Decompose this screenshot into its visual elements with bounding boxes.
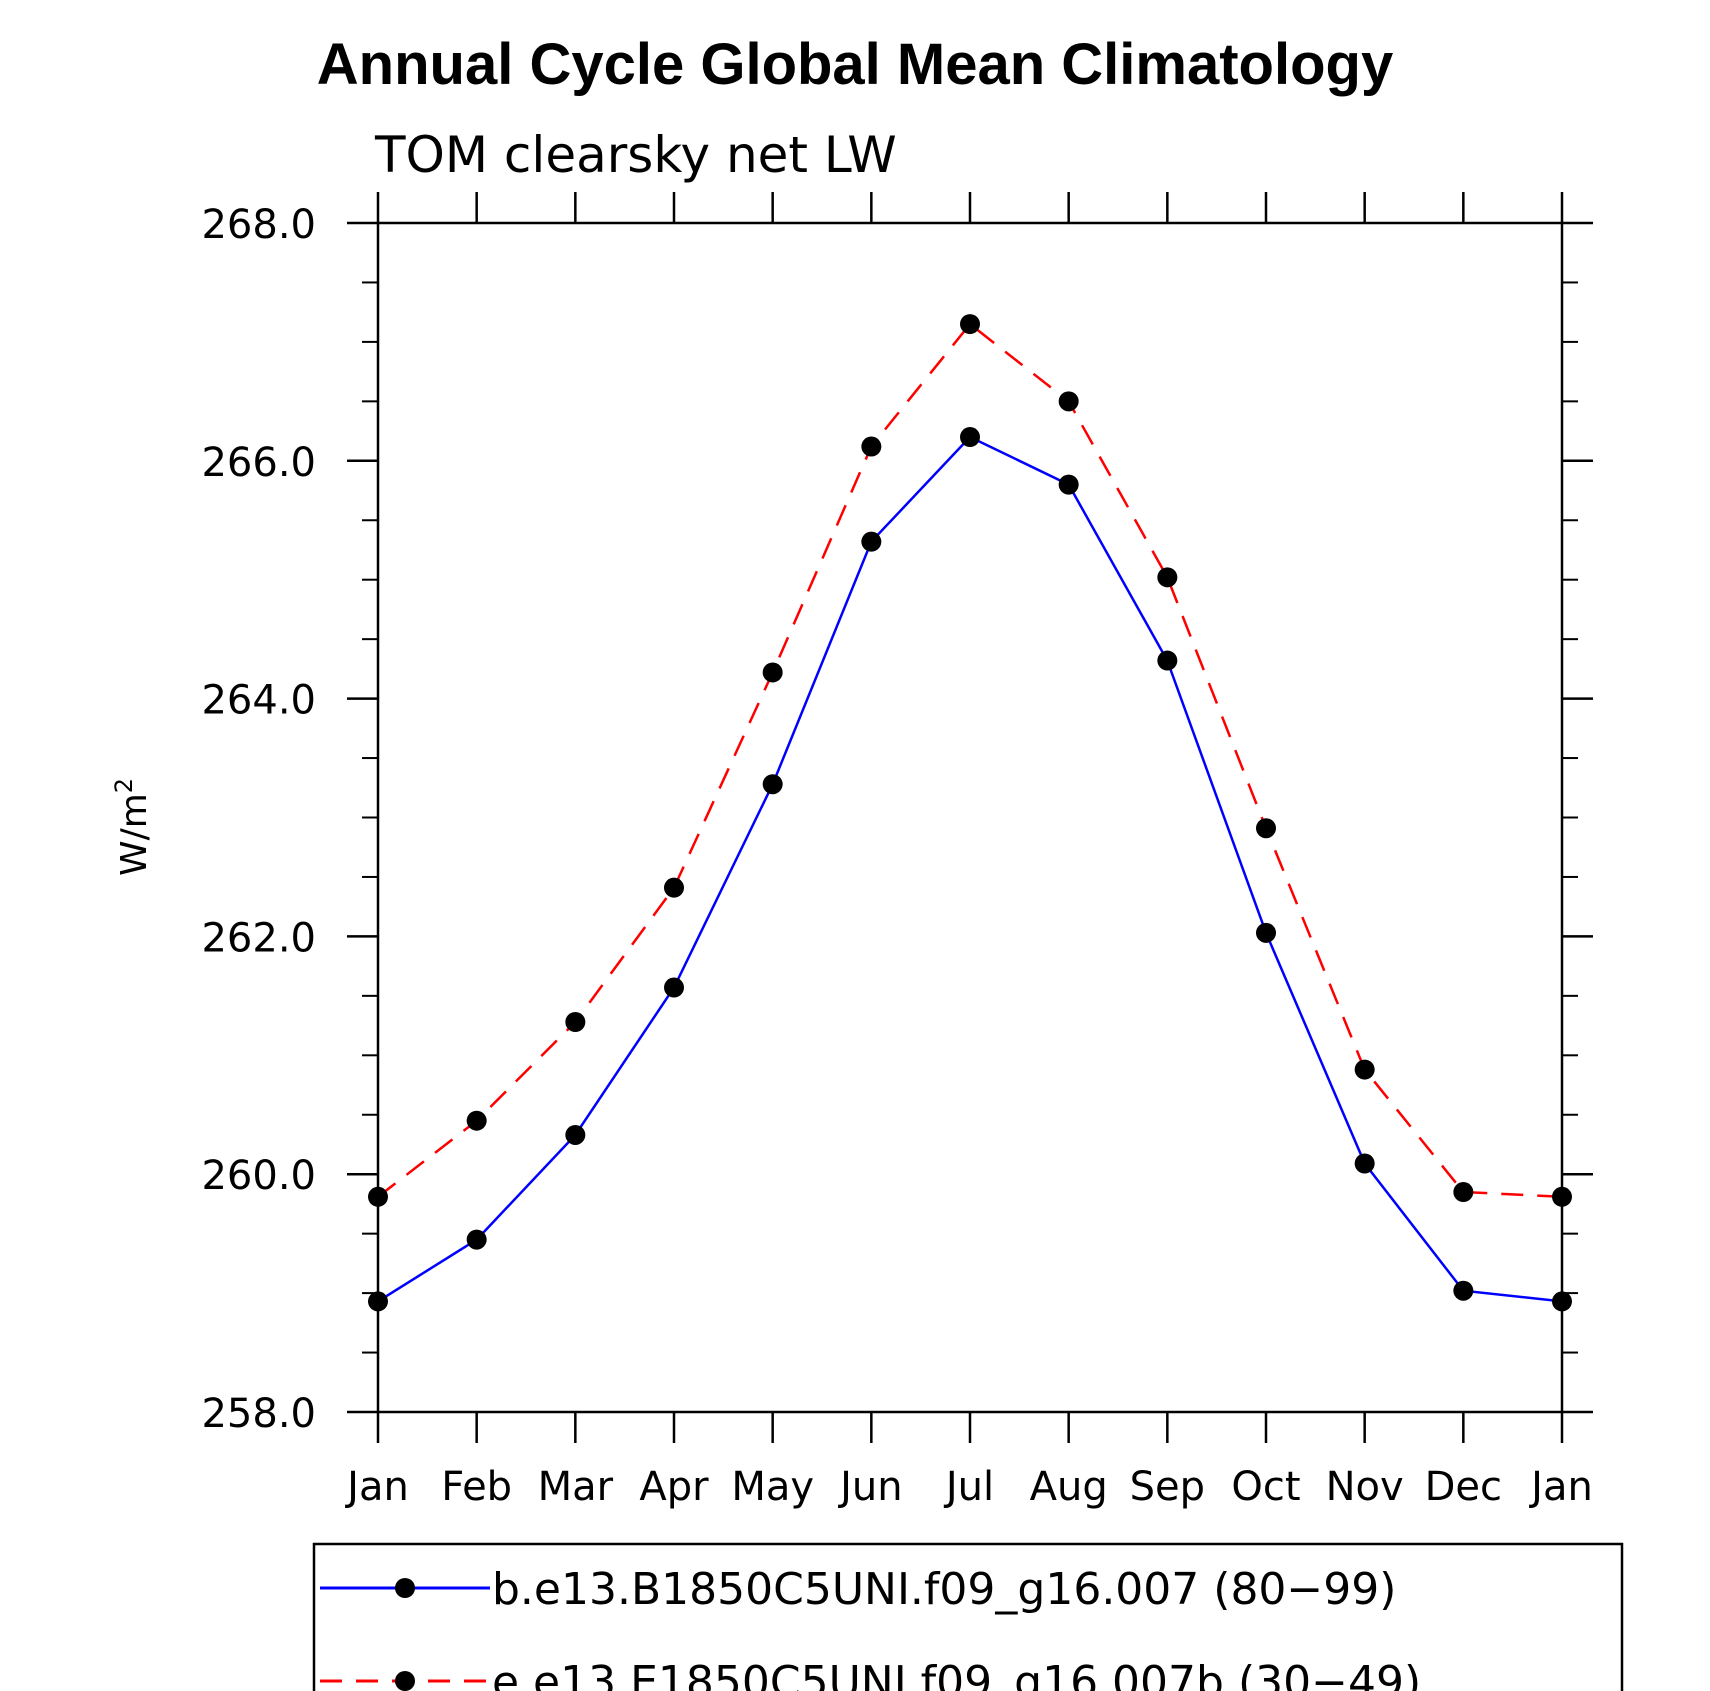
x-tick-label: Sep xyxy=(1130,1464,1205,1510)
y-tick-label: 258.0 xyxy=(201,1391,316,1437)
series-2-point xyxy=(1058,391,1079,412)
x-tick-label: Aug xyxy=(1030,1464,1108,1510)
series-2-point xyxy=(565,1012,586,1033)
series-2-point xyxy=(466,1110,487,1131)
legend-label-series-1: b.e13.B1850C5UNI.f09_g16.007 (80−99) xyxy=(492,1564,1396,1615)
x-tick-label: Oct xyxy=(1231,1464,1300,1510)
x-tick-label: Apr xyxy=(639,1464,709,1510)
y-tick-label: 260.0 xyxy=(201,1153,316,1199)
svg-text:W/m2: W/m2 xyxy=(110,778,155,876)
series-line-1 xyxy=(377,435,1563,1303)
y-tick-label: 268.0 xyxy=(201,202,316,248)
series-1-point xyxy=(1453,1280,1474,1301)
x-tick-label: May xyxy=(731,1464,814,1510)
series-1-point xyxy=(960,427,980,448)
series-1-point xyxy=(1157,650,1178,671)
y-tick-labels: 258.0 260.0 262.0 264.0 266.0 268.0 xyxy=(201,202,316,1437)
x-tick-label: Jan xyxy=(344,1464,409,1510)
series-1-point xyxy=(664,977,684,998)
series-2-point xyxy=(664,877,684,898)
y-axis-label: W/m2 xyxy=(110,778,155,876)
y-tick-label: 264.0 xyxy=(201,678,316,724)
x-tick-label: Jul xyxy=(943,1464,994,1510)
series-2-point xyxy=(1453,1182,1474,1203)
y-axis-label-superscript: 2 xyxy=(110,778,138,793)
series-2-point xyxy=(762,662,783,683)
legend-marker-series-1 xyxy=(395,1578,415,1598)
series-2-point xyxy=(861,436,882,457)
series-2-point xyxy=(1157,567,1178,588)
x-tick-label: Mar xyxy=(538,1464,614,1510)
series-1-point xyxy=(1058,474,1079,495)
plot-border xyxy=(376,221,1564,1414)
series-1-point xyxy=(861,531,882,552)
series-1-point xyxy=(368,1291,388,1312)
series-2-point xyxy=(368,1186,388,1207)
series-2-point xyxy=(1354,1059,1375,1080)
chart-subtitle: TOM clearsky net LW xyxy=(374,126,897,184)
x-tick-label: Nov xyxy=(1326,1464,1404,1510)
data-markers xyxy=(368,314,1572,1312)
axis-ticks xyxy=(347,192,1593,1443)
x-tick-label: Jan xyxy=(1528,1464,1593,1510)
series-line-2 xyxy=(377,322,1563,1199)
x-tick-label: Dec xyxy=(1425,1464,1502,1510)
y-tick-label: 266.0 xyxy=(201,440,316,486)
y-axis-label-text: W/m xyxy=(114,793,155,876)
series-lines xyxy=(377,322,1563,1303)
x-tick-label: Feb xyxy=(441,1464,512,1510)
series-1-point xyxy=(1552,1291,1572,1312)
legend-box xyxy=(312,1542,1624,1691)
legend-label-series-2: e.e13.E1850C5UNI.f09_g16.007b (30−49) xyxy=(492,1657,1421,1691)
x-tick-labels: Jan Feb Mar Apr May Jun Jul Aug Sep Oct Nov Dec Jan xyxy=(344,1464,1593,1510)
y-tick-label: 262.0 xyxy=(201,915,316,961)
plot-frame xyxy=(376,221,1564,1414)
series-2-point xyxy=(1552,1186,1572,1207)
chart-title: Annual Cycle Global Mean Climatology xyxy=(317,32,1393,97)
series-1-point xyxy=(762,774,783,795)
x-tick-label: Jun xyxy=(837,1464,903,1510)
series-1-point xyxy=(1256,922,1276,943)
series-1-point xyxy=(1354,1153,1375,1174)
series-2-point xyxy=(1256,818,1276,839)
legend: b.e13.B1850C5UNI.f09_g16.007 (80−99) e.e… xyxy=(312,1542,1624,1691)
series-1-point xyxy=(466,1229,487,1250)
series-2-point xyxy=(960,314,980,335)
legend-marker-series-2 xyxy=(395,1671,415,1691)
series-1-point xyxy=(565,1124,586,1145)
